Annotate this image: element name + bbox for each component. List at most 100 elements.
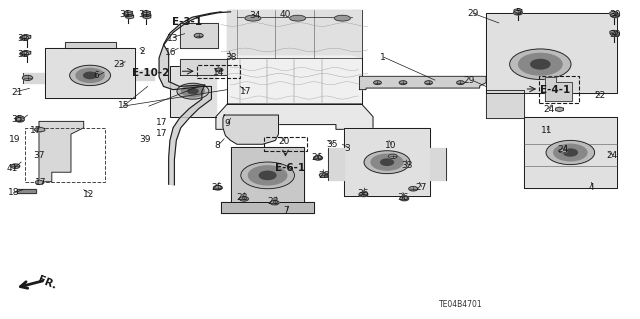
Circle shape — [371, 154, 403, 170]
Text: 20: 20 — [278, 137, 289, 146]
Text: 40: 40 — [279, 10, 291, 19]
Text: 5: 5 — [515, 8, 521, 17]
Text: 33: 33 — [402, 161, 413, 170]
Text: TE04B4701: TE04B4701 — [438, 300, 483, 309]
Text: 41: 41 — [6, 164, 18, 173]
Polygon shape — [610, 11, 618, 16]
Circle shape — [364, 151, 410, 174]
Ellipse shape — [334, 15, 350, 21]
Text: 23: 23 — [113, 60, 125, 69]
Polygon shape — [45, 48, 135, 98]
Polygon shape — [216, 104, 373, 129]
Text: 12: 12 — [83, 190, 95, 199]
Circle shape — [425, 81, 433, 85]
Circle shape — [400, 196, 409, 201]
Circle shape — [248, 166, 287, 185]
Polygon shape — [545, 77, 572, 101]
Circle shape — [518, 53, 562, 75]
Circle shape — [409, 187, 418, 191]
Circle shape — [239, 197, 248, 201]
Text: 4: 4 — [589, 183, 594, 192]
Polygon shape — [36, 180, 44, 185]
Polygon shape — [23, 50, 31, 55]
Circle shape — [124, 12, 133, 17]
Circle shape — [314, 156, 323, 160]
Polygon shape — [344, 128, 430, 196]
Text: E-10-2: E-10-2 — [132, 68, 170, 78]
Circle shape — [399, 81, 407, 85]
Text: 3: 3 — [344, 144, 350, 152]
Circle shape — [76, 68, 104, 82]
Polygon shape — [524, 117, 617, 188]
Circle shape — [611, 13, 620, 18]
Circle shape — [15, 116, 24, 121]
Circle shape — [177, 83, 209, 99]
Text: 39: 39 — [140, 135, 151, 144]
Polygon shape — [135, 70, 154, 80]
Text: 35: 35 — [11, 115, 22, 124]
Polygon shape — [143, 11, 150, 15]
Circle shape — [319, 173, 328, 177]
Text: 36: 36 — [397, 193, 409, 202]
Text: FR.: FR. — [36, 274, 58, 291]
Text: 13: 13 — [168, 34, 179, 43]
Circle shape — [509, 49, 571, 79]
Polygon shape — [486, 13, 617, 93]
Circle shape — [142, 12, 151, 17]
Polygon shape — [223, 115, 278, 144]
Text: 36: 36 — [357, 189, 369, 198]
Text: 31: 31 — [120, 10, 131, 19]
Circle shape — [457, 81, 465, 85]
Ellipse shape — [290, 15, 306, 21]
Polygon shape — [360, 77, 486, 90]
Text: 6: 6 — [93, 71, 99, 80]
Text: 35: 35 — [326, 140, 338, 149]
Text: 17: 17 — [156, 129, 168, 138]
Circle shape — [388, 154, 397, 159]
Text: 29: 29 — [467, 9, 478, 18]
Circle shape — [11, 164, 20, 168]
Bar — [539, 76, 579, 103]
Polygon shape — [23, 73, 45, 83]
Text: 26: 26 — [312, 153, 323, 162]
Text: 17: 17 — [35, 178, 46, 187]
Polygon shape — [430, 148, 446, 180]
Polygon shape — [179, 23, 218, 48]
Circle shape — [22, 75, 33, 80]
Polygon shape — [230, 147, 304, 202]
Circle shape — [381, 159, 394, 165]
Text: 21: 21 — [11, 88, 22, 97]
Text: 28: 28 — [268, 197, 279, 206]
Polygon shape — [559, 149, 566, 153]
Text: 2: 2 — [140, 47, 145, 56]
Text: 37: 37 — [33, 151, 45, 160]
Polygon shape — [179, 59, 227, 75]
Circle shape — [181, 85, 204, 97]
Text: 19: 19 — [9, 135, 20, 144]
Polygon shape — [610, 30, 618, 35]
Circle shape — [563, 149, 577, 156]
Circle shape — [611, 32, 620, 36]
Text: 7: 7 — [284, 206, 289, 215]
Polygon shape — [23, 35, 31, 39]
Bar — [25, 128, 105, 182]
Polygon shape — [170, 66, 216, 117]
Text: E-6-1: E-6-1 — [275, 163, 305, 173]
Text: 28: 28 — [236, 193, 248, 202]
Circle shape — [35, 127, 44, 132]
Polygon shape — [159, 12, 230, 185]
Text: 9: 9 — [225, 119, 230, 129]
Circle shape — [188, 89, 198, 94]
Text: 32: 32 — [17, 34, 29, 43]
Text: 38: 38 — [225, 53, 236, 62]
Text: 17: 17 — [30, 126, 42, 135]
Circle shape — [270, 200, 279, 205]
Polygon shape — [514, 9, 522, 13]
Polygon shape — [556, 107, 563, 112]
Text: 25: 25 — [211, 183, 223, 192]
Text: 24: 24 — [543, 105, 554, 114]
Polygon shape — [126, 14, 134, 19]
Circle shape — [213, 186, 222, 190]
Text: 10: 10 — [385, 141, 397, 150]
Text: 31: 31 — [139, 10, 150, 19]
